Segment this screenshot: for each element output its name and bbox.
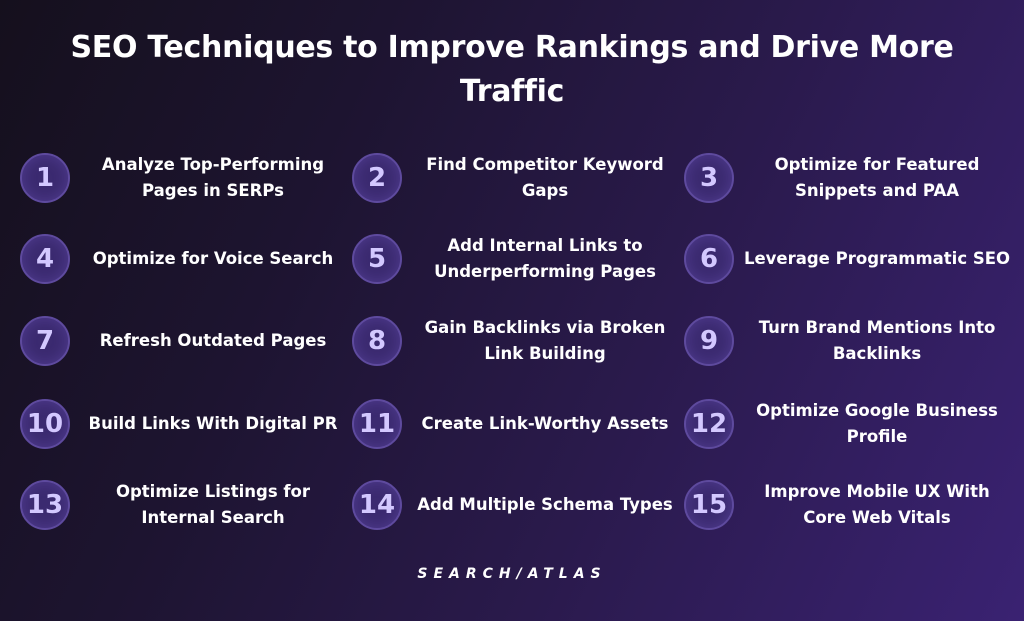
technique-label: Optimize Listings for Internal Search bbox=[115, 482, 311, 527]
technique-item-8: 8 Gain Backlinks via Broken Link Buildin… bbox=[352, 313, 682, 373]
number-badge: 7 bbox=[20, 316, 70, 366]
number-badge: 14 bbox=[352, 480, 402, 530]
number-badge: 15 bbox=[684, 480, 734, 530]
technique-label: Add Internal Links to Underperforming Pa… bbox=[434, 236, 656, 281]
technique-item-3: 3 Optimize for Featured Snippets and PAA bbox=[684, 150, 1014, 210]
technique-item-9: 9 Turn Brand Mentions Into Backlinks bbox=[684, 313, 1014, 373]
technique-label: Optimize for Featured Snippets and PAA bbox=[774, 155, 980, 200]
technique-item-5: 5 Add Internal Links to Underperforming … bbox=[352, 231, 682, 291]
technique-label: Add Multiple Schema Types bbox=[417, 495, 673, 514]
technique-item-1: 1 Analyze Top-Performing Pages in SERPs bbox=[20, 150, 350, 210]
technique-item-4: 4 Optimize for Voice Search bbox=[20, 231, 350, 291]
technique-label: Turn Brand Mentions Into Backlinks bbox=[758, 318, 996, 363]
technique-item-15: 15 Improve Mobile UX With Core Web Vital… bbox=[684, 477, 1014, 537]
technique-item-14: 14 Add Multiple Schema Types bbox=[352, 477, 682, 537]
technique-label: Optimize for Voice Search bbox=[92, 249, 334, 268]
number-badge: 11 bbox=[352, 399, 402, 449]
technique-item-11: 11 Create Link-Worthy Assets bbox=[352, 396, 682, 456]
technique-label: Optimize Google Business Profile bbox=[756, 401, 998, 446]
technique-label: Find Competitor Keyword Gaps bbox=[426, 155, 664, 200]
technique-item-12: 12 Optimize Google Business Profile bbox=[684, 396, 1014, 456]
technique-item-6: 6 Leverage Programmatic SEO bbox=[684, 231, 1014, 291]
number-badge: 8 bbox=[352, 316, 402, 366]
technique-label: Create Link-Worthy Assets bbox=[421, 414, 669, 433]
technique-item-10: 10 Build Links With Digital PR bbox=[20, 396, 350, 456]
brand-logo: SEARCH/ATLAS bbox=[417, 566, 607, 582]
number-badge: 9 bbox=[684, 316, 734, 366]
technique-label: Refresh Outdated Pages bbox=[99, 331, 327, 350]
technique-item-7: 7 Refresh Outdated Pages bbox=[20, 313, 350, 373]
technique-label: Improve Mobile UX With Core Web Vitals bbox=[764, 482, 990, 527]
technique-label: Leverage Programmatic SEO bbox=[743, 249, 1011, 268]
technique-item-13: 13 Optimize Listings for Internal Search bbox=[20, 477, 350, 537]
technique-label: Build Links With Digital PR bbox=[88, 414, 338, 433]
number-badge: 10 bbox=[20, 399, 70, 449]
number-badge: 5 bbox=[352, 234, 402, 284]
title-line-2: Traffic bbox=[459, 74, 565, 109]
technique-item-2: 2 Find Competitor Keyword Gaps bbox=[352, 150, 682, 210]
number-badge: 6 bbox=[684, 234, 734, 284]
number-badge: 4 bbox=[20, 234, 70, 284]
technique-label: Gain Backlinks via Broken Link Building bbox=[424, 318, 666, 363]
title-line-1: SEO Techniques to Improve Rankings and D… bbox=[70, 30, 954, 65]
number-badge: 13 bbox=[20, 480, 70, 530]
number-badge: 2 bbox=[352, 153, 402, 203]
page-title: SEO Techniques to Improve Rankings and D… bbox=[0, 26, 1024, 114]
number-badge: 12 bbox=[684, 399, 734, 449]
number-badge: 1 bbox=[20, 153, 70, 203]
number-badge: 3 bbox=[684, 153, 734, 203]
technique-label: Analyze Top-Performing Pages in SERPs bbox=[101, 155, 325, 200]
